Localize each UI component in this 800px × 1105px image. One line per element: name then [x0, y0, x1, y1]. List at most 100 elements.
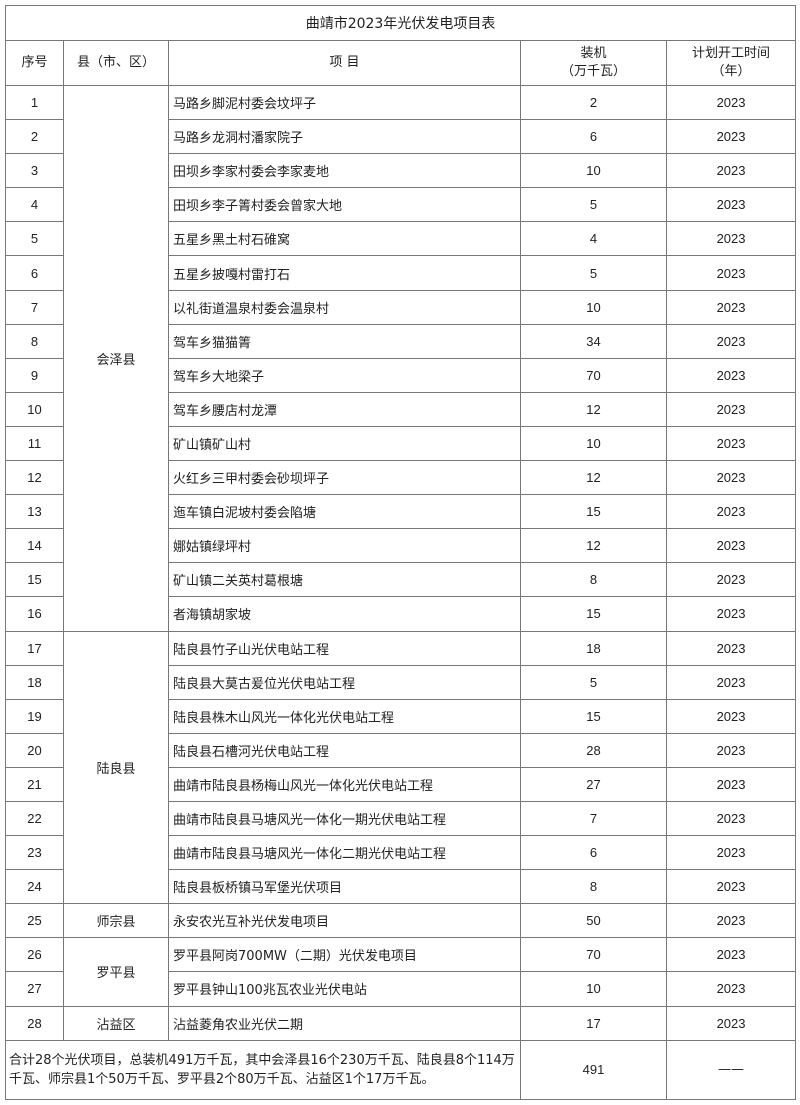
row-seq: 10: [5, 391, 64, 427]
row-project: 火红乡三甲村委会砂坝坪子: [168, 460, 521, 496]
row-seq: 9: [5, 357, 64, 393]
row-capacity: 8: [520, 869, 667, 905]
row-year: 2023: [665, 528, 797, 564]
row-capacity: 15: [520, 494, 667, 530]
row-seq: 15: [5, 562, 64, 598]
row-project: 罗平县钟山100兆瓦农业光伏电站: [168, 971, 521, 1007]
row-seq: 26: [5, 937, 64, 973]
table-row: 3 田坝乡李家村委会李家麦地 10 2023: [5, 153, 797, 189]
table-row: 4 田坝乡李子箐村委会曾家大地 5 2023: [5, 187, 797, 223]
row-capacity: 10: [520, 971, 667, 1007]
row-project: 田坝乡李家村委会李家麦地: [168, 153, 521, 189]
header-start-unit: （年）: [711, 64, 751, 79]
row-capacity: 10: [520, 425, 667, 462]
row-year: 2023: [665, 562, 797, 598]
row-capacity: 6: [520, 119, 667, 155]
row-project: 马路乡脚泥村委会坟坪子: [168, 84, 521, 121]
row-capacity: 12: [520, 391, 667, 427]
row-seq: 20: [5, 732, 64, 768]
row-seq: 4: [5, 187, 64, 223]
row-year: 2023: [665, 630, 797, 666]
row-capacity: 12: [520, 460, 667, 496]
row-project: 陆良县大莫古爰位光伏电站工程: [168, 664, 521, 700]
row-seq: 19: [5, 698, 64, 734]
county-cell: 师宗县: [63, 903, 169, 939]
table-row: 13 迤车镇白泥坡村委会陷塘 15 2023: [5, 494, 797, 530]
row-project: 娜姑镇绿坪村: [168, 528, 521, 564]
table-row: 23 曲靖市陆良县马塘风光一体化二期光伏电站工程 6 2023: [5, 835, 797, 871]
row-capacity: 5: [520, 664, 667, 700]
table-row: 17 陆良县 陆良县竹子山光伏电站工程 18 2023: [5, 630, 797, 905]
row-year: 2023: [665, 153, 797, 189]
row-seq: 8: [5, 323, 64, 359]
row-seq: 27: [5, 971, 64, 1007]
row-project: 曲靖市陆良县杨梅山风光一体化光伏电站工程: [168, 766, 521, 802]
row-year: 2023: [665, 84, 797, 121]
row-seq: 2: [5, 119, 64, 155]
row-project: 迤车镇白泥坡村委会陷塘: [168, 494, 521, 530]
table-row: 25 师宗县 永安农光互补光伏发电项目 50 2023: [5, 903, 797, 939]
row-project: 沾益菱角农业光伏二期: [168, 1005, 521, 1041]
row-seq: 11: [5, 425, 64, 462]
row-year: 2023: [665, 323, 797, 359]
table-row: 11 矿山镇矿山村 10 2023: [5, 425, 797, 462]
header-capacity-unit: （万千瓦）: [560, 64, 626, 79]
row-year: 2023: [665, 971, 797, 1007]
row-year: 2023: [665, 357, 797, 393]
row-seq: 1: [5, 84, 64, 121]
row-capacity: 15: [520, 596, 667, 632]
row-year: 2023: [665, 766, 797, 802]
header-start-year: 计划开工时间 （年）: [665, 40, 797, 86]
table-row: 27 罗平县钟山100兆瓦农业光伏电站 10 2023: [5, 971, 797, 1007]
row-seq: 16: [5, 596, 64, 632]
row-seq: 22: [5, 800, 64, 837]
header-capacity: 装机 （万千瓦）: [520, 40, 667, 86]
county-cell: 陆良县: [63, 630, 169, 905]
table-title: 曲靖市2023年光伏发电项目表: [4, 5, 797, 41]
row-project: 马路乡龙洞村潘家院子: [168, 119, 521, 155]
row-seq: 24: [5, 869, 64, 905]
row-seq: 12: [5, 460, 64, 496]
row-year: 2023: [665, 391, 797, 427]
row-year: 2023: [665, 664, 797, 700]
row-seq: 28: [5, 1005, 64, 1041]
header-capacity-label: 装机: [580, 46, 607, 61]
row-project: 罗平县阿岗700MW（二期）光伏发电项目: [168, 937, 521, 973]
pv-project-table: 曲靖市2023年光伏发电项目表 序号 县（市、区） 项 目 装机 （万千瓦） 计划…: [4, 5, 797, 1100]
row-seq: 23: [5, 835, 64, 871]
table-row: 28 沾益区 沾益菱角农业光伏二期 17 2023: [5, 1005, 797, 1041]
row-year: 2023: [665, 835, 797, 871]
row-capacity: 2: [520, 84, 667, 121]
row-seq: 18: [5, 664, 64, 700]
row-project: 五星乡黑土村石碓窝: [168, 221, 521, 257]
county-cell: 沾益区: [63, 1005, 169, 1041]
table-row: 15 矿山镇二关英村葛根塘 8 2023: [5, 562, 797, 598]
row-project: 陆良县株木山风光一体化光伏电站工程: [168, 698, 521, 734]
row-project: 矿山镇二关英村葛根塘: [168, 562, 521, 598]
row-project: 陆良县竹子山光伏电站工程: [168, 630, 521, 666]
row-year: 2023: [665, 869, 797, 905]
row-capacity: 5: [520, 255, 667, 291]
row-seq: 21: [5, 766, 64, 802]
row-project: 者海镇胡家坡: [168, 596, 521, 632]
row-project: 陆良县石槽河光伏电站工程: [168, 732, 521, 768]
row-seq: 3: [5, 153, 64, 189]
table-row: 6 五星乡披嘎村雷打石 5 2023: [5, 255, 797, 291]
county-cell: 会泽县: [63, 85, 169, 632]
row-year: 2023: [665, 255, 797, 291]
row-capacity: 7: [520, 800, 667, 837]
row-capacity: 10: [520, 289, 667, 325]
row-year: 2023: [665, 289, 797, 325]
row-seq: 7: [5, 289, 64, 325]
row-capacity: 5: [520, 187, 667, 223]
table-row: 18 陆良县大莫古爰位光伏电站工程 5 2023: [5, 664, 797, 700]
row-seq: 14: [5, 528, 64, 564]
row-project: 驾车乡大地梁子: [168, 357, 521, 393]
row-capacity: 70: [520, 937, 667, 973]
row-capacity: 15: [520, 698, 667, 734]
row-project: 驾车乡腰店村龙潭: [168, 391, 521, 427]
table-row: 10 驾车乡腰店村龙潭 12 2023: [5, 391, 797, 427]
table-row: 20 陆良县石槽河光伏电站工程 28 2023: [5, 732, 797, 768]
header-county: 县（市、区）: [63, 40, 169, 86]
row-capacity: 34: [520, 323, 667, 359]
